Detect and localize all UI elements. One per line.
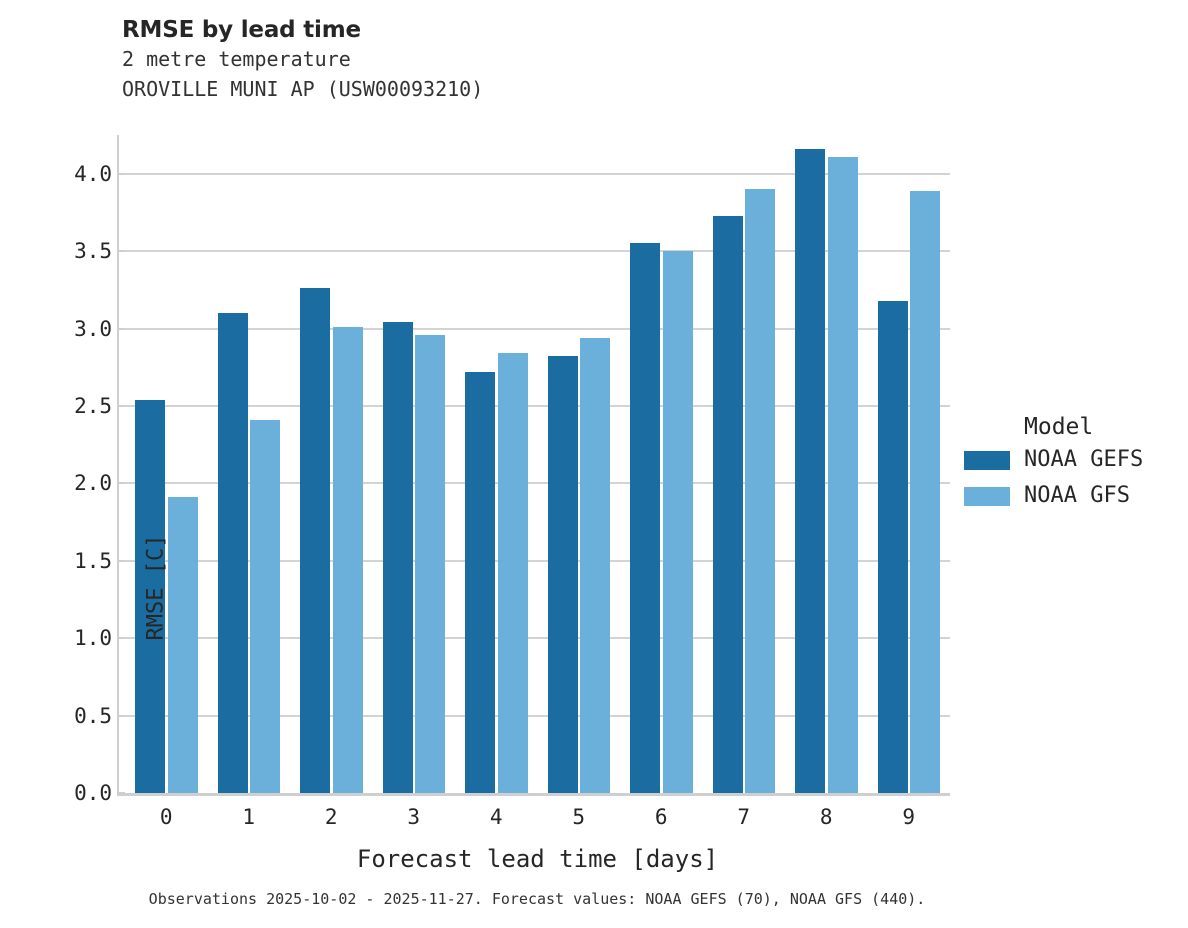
y-axis-tick-label: 2.5 bbox=[74, 393, 112, 418]
bar-noaa-gfs-day-3[interactable] bbox=[415, 334, 445, 793]
y-axis-tick-label: 3.5 bbox=[74, 239, 112, 264]
y-axis-tick-label: 0.5 bbox=[74, 703, 112, 728]
legend-item-noaa-gefs[interactable]: NOAA GEFS bbox=[964, 442, 1188, 478]
y-axis-tick bbox=[117, 482, 125, 485]
bar-noaa-gefs-day-3[interactable] bbox=[382, 322, 413, 793]
y-axis-tick-label: 4.0 bbox=[74, 161, 112, 186]
y-axis-tick-label: 1.5 bbox=[74, 548, 112, 573]
x-axis-tick-label: 5 bbox=[572, 805, 586, 829]
legend-swatch-icon bbox=[964, 486, 1010, 506]
bar-noaa-gefs-day-9[interactable] bbox=[877, 300, 908, 793]
x-axis-tick-label: 0 bbox=[159, 805, 173, 829]
x-axis-tick-label: 7 bbox=[737, 805, 751, 829]
y-axis-tick bbox=[117, 404, 125, 407]
bar-noaa-gfs-day-4[interactable] bbox=[497, 353, 528, 793]
gridline bbox=[125, 714, 950, 717]
gridline bbox=[125, 172, 950, 175]
gridline bbox=[125, 327, 950, 330]
legend-item-label: NOAA GEFS bbox=[1024, 447, 1144, 472]
y-axis-tick-labels: 0.0 0.5 1.0 1.5 2.0 2.5 3.0 3.5 4.0 bbox=[34, 135, 112, 803]
legend: Model NOAA GEFS NOAA GFS bbox=[964, 412, 1188, 514]
bar-noaa-gfs-day-1[interactable] bbox=[250, 419, 280, 793]
footer-note: Observations 2025-10-02 - 2025-11-27. Fo… bbox=[148, 890, 926, 908]
plot-area: RMSE [C] bbox=[117, 135, 950, 796]
bar-noaa-gefs-day-5[interactable] bbox=[547, 356, 578, 793]
plot-canvas bbox=[125, 135, 950, 793]
y-axis-tick bbox=[117, 792, 125, 794]
legend-title: Model bbox=[1024, 414, 1094, 440]
x-axis-tick-label: 4 bbox=[489, 805, 503, 829]
y-axis-tick-label: 1.0 bbox=[74, 626, 112, 651]
bar-noaa-gefs-day-4[interactable] bbox=[465, 371, 495, 793]
gridline bbox=[125, 482, 950, 485]
legend-entries: NOAA GEFS NOAA GFS bbox=[964, 442, 1188, 514]
bar-noaa-gefs-day-1[interactable] bbox=[217, 313, 248, 793]
bar-noaa-gfs-day-7[interactable] bbox=[745, 189, 775, 793]
x-axis-tick-label: 1 bbox=[242, 805, 256, 829]
legend-swatch-icon bbox=[964, 450, 1010, 470]
bar-noaa-gefs-day-0[interactable] bbox=[135, 399, 165, 793]
bar-noaa-gfs-day-6[interactable] bbox=[662, 251, 693, 793]
gridline bbox=[125, 559, 950, 562]
x-axis-line bbox=[117, 793, 950, 796]
y-axis-tick bbox=[117, 714, 125, 717]
y-axis-tick bbox=[117, 172, 125, 175]
y-axis-title: RMSE [C] bbox=[143, 534, 169, 641]
y-axis-line bbox=[117, 135, 119, 793]
chart-subtitle-station: OROVILLE MUNI AP (USW00093210) bbox=[122, 77, 484, 101]
page-title: RMSE by lead time bbox=[122, 17, 361, 43]
bar-noaa-gfs-day-0[interactable] bbox=[167, 497, 198, 793]
y-axis-tick bbox=[117, 637, 125, 640]
bar-noaa-gefs-day-2[interactable] bbox=[300, 288, 330, 793]
y-axis-tick-label: 0.0 bbox=[74, 781, 112, 805]
gridline bbox=[125, 637, 950, 640]
y-axis-tick bbox=[117, 559, 125, 562]
bar-noaa-gefs-day-6[interactable] bbox=[630, 243, 660, 793]
x-axis-tick-label: 3 bbox=[407, 805, 421, 829]
bar-noaa-gfs-day-5[interactable] bbox=[580, 337, 610, 793]
y-axis-tick-label: 2.0 bbox=[74, 471, 112, 496]
legend-item-noaa-gfs[interactable]: NOAA GFS bbox=[964, 478, 1188, 514]
chart-subtitle-variable: 2 metre temperature bbox=[122, 47, 351, 71]
x-axis-tick-labels: 0 1 2 3 4 5 6 7 8 9 bbox=[125, 805, 950, 835]
x-axis-tick-label: 2 bbox=[324, 805, 338, 829]
bar-noaa-gfs-day-8[interactable] bbox=[827, 156, 858, 793]
gridline bbox=[125, 404, 950, 407]
x-axis-tick-label: 8 bbox=[819, 805, 833, 829]
y-axis-tick-label: 3.0 bbox=[74, 316, 112, 341]
figure-header: RMSE by lead time 2 metre temperature OR… bbox=[122, 16, 1022, 104]
x-axis-tick-label: 6 bbox=[654, 805, 668, 829]
x-axis-tick-label: 9 bbox=[902, 805, 916, 829]
bar-noaa-gefs-day-7[interactable] bbox=[712, 215, 743, 793]
y-axis-tick bbox=[117, 327, 125, 330]
bar-noaa-gfs-day-2[interactable] bbox=[332, 326, 363, 793]
y-axis-tick bbox=[117, 250, 125, 253]
gridline bbox=[125, 250, 950, 253]
x-axis-title: Forecast lead time [days] bbox=[356, 845, 719, 873]
bar-noaa-gefs-day-8[interactable] bbox=[795, 148, 825, 793]
legend-item-label: NOAA GFS bbox=[1024, 483, 1130, 508]
bar-noaa-gfs-day-9[interactable] bbox=[910, 190, 940, 793]
